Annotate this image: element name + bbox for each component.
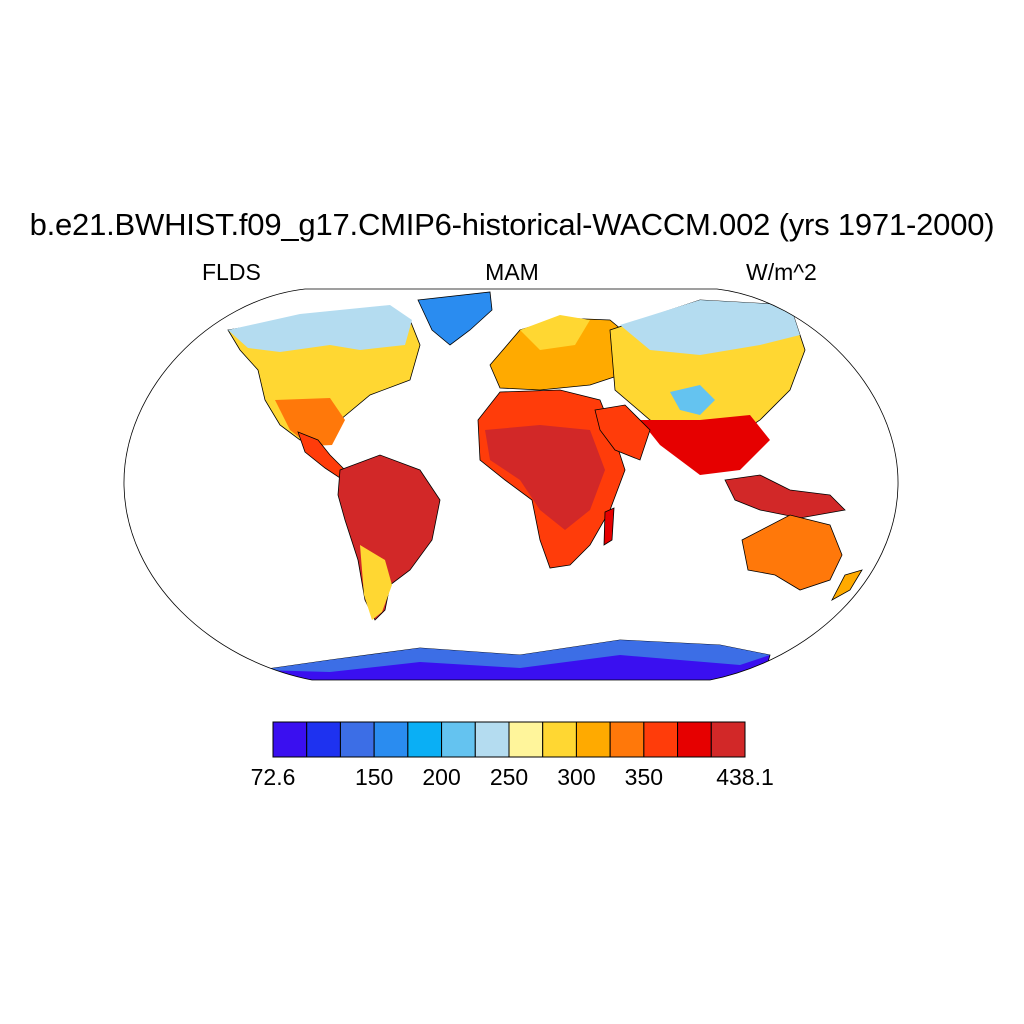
scandinavia-region [520,315,590,350]
africa-center [485,425,605,530]
colorbar-box [474,721,510,758]
colorbar-labels: 72.6 150 200 250 300 350 438.1 [251,764,774,790]
map-border [123,288,899,681]
colorbar-box [575,721,611,758]
colorbar-tick-label: 300 [557,764,595,790]
colorbar-tick-label: 250 [490,764,528,790]
north-america-south [275,398,345,446]
maritime-continent-region [724,474,846,519]
south-asia-region [640,415,770,475]
tibet-region [670,385,715,415]
colorbar-box [508,721,544,758]
antarctica-coast [260,640,770,672]
plot-title: b.e21.BWHIST.f09_g17.CMIP6-historical-WA… [29,207,995,242]
colorbar-box [272,721,308,758]
colorbar-box [677,721,712,758]
variable-name: FLDS [202,259,261,285]
colorbar-box [643,721,679,758]
colorbar-box [373,721,409,758]
greenland-region [417,291,493,346]
colorbar-boxes [272,721,746,758]
colorbar-tick-label: 72.6 [251,764,296,790]
australia-region [741,514,843,591]
units-label: W/m^2 [746,259,817,285]
colorbar-box [441,721,476,758]
colorbar-tick-label: 350 [625,764,663,790]
colorbar-box [407,721,443,758]
colorbar-tick-label: 200 [422,764,460,790]
south-america-south [360,545,392,620]
colorbar-box [339,721,375,758]
colorbar-box [609,721,645,758]
colorbar-tick-label: 438.1 [716,764,774,790]
colorbar-box [306,721,341,758]
colorbar-box [542,721,577,758]
north-america-north [228,305,412,352]
new-zealand-region [831,569,863,601]
colorbar-tick-label: 150 [355,764,393,790]
colorbar-box [710,721,746,758]
madagascar-region [603,507,615,546]
arabia-region [594,404,651,461]
siberia-region [620,300,800,355]
season-label: MAM [485,259,539,285]
